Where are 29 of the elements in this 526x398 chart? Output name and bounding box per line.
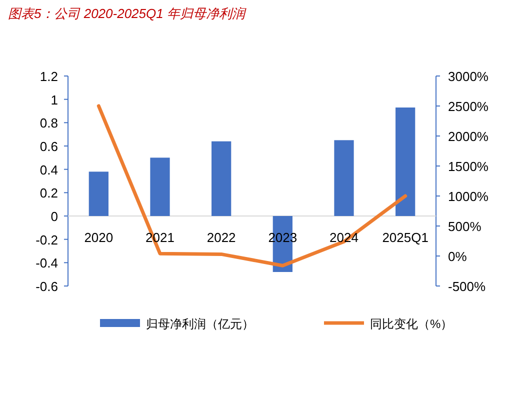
y2-tick-label: 3000% — [448, 69, 489, 84]
y2-tick-label: 2000% — [448, 129, 489, 144]
y-tick-label: 1 — [50, 92, 58, 108]
y2-tick-label: 0% — [448, 249, 468, 264]
bar — [150, 158, 170, 216]
x-tick-label: 2020 — [84, 230, 114, 245]
bar — [88, 172, 108, 216]
y-tick-label: 0.4 — [40, 162, 58, 178]
y-tick-label: -0.6 — [36, 279, 58, 294]
y2-tick-label: 1000% — [448, 189, 489, 204]
bar — [334, 140, 354, 216]
y-tick-label: 1.2 — [40, 69, 58, 84]
chart-title: 图表5：公司 2020-2025Q1 年归母净利润 — [8, 6, 247, 21]
x-tick-label: 2025Q1 — [382, 230, 428, 245]
y2-tick-label: 500% — [448, 219, 482, 234]
y-tick-label: -0.4 — [36, 256, 58, 271]
y-tick-label: 0 — [50, 209, 58, 224]
y2-tick-label: -500% — [448, 279, 486, 294]
y-tick-label: -0.2 — [36, 232, 58, 248]
y-tick-label: 0.8 — [40, 116, 58, 131]
legend-label: 归母净利润（亿元） — [146, 317, 254, 331]
y-tick-label: 0.6 — [40, 139, 58, 154]
y-tick-label: 0.2 — [40, 186, 58, 201]
y2-tick-label: 1500% — [448, 159, 489, 174]
bar — [212, 141, 232, 216]
y2-tick-label: 2500% — [448, 99, 489, 114]
bar — [396, 108, 416, 216]
legend-label: 同比变化（%） — [370, 317, 453, 331]
x-tick-label: 2022 — [206, 230, 236, 245]
